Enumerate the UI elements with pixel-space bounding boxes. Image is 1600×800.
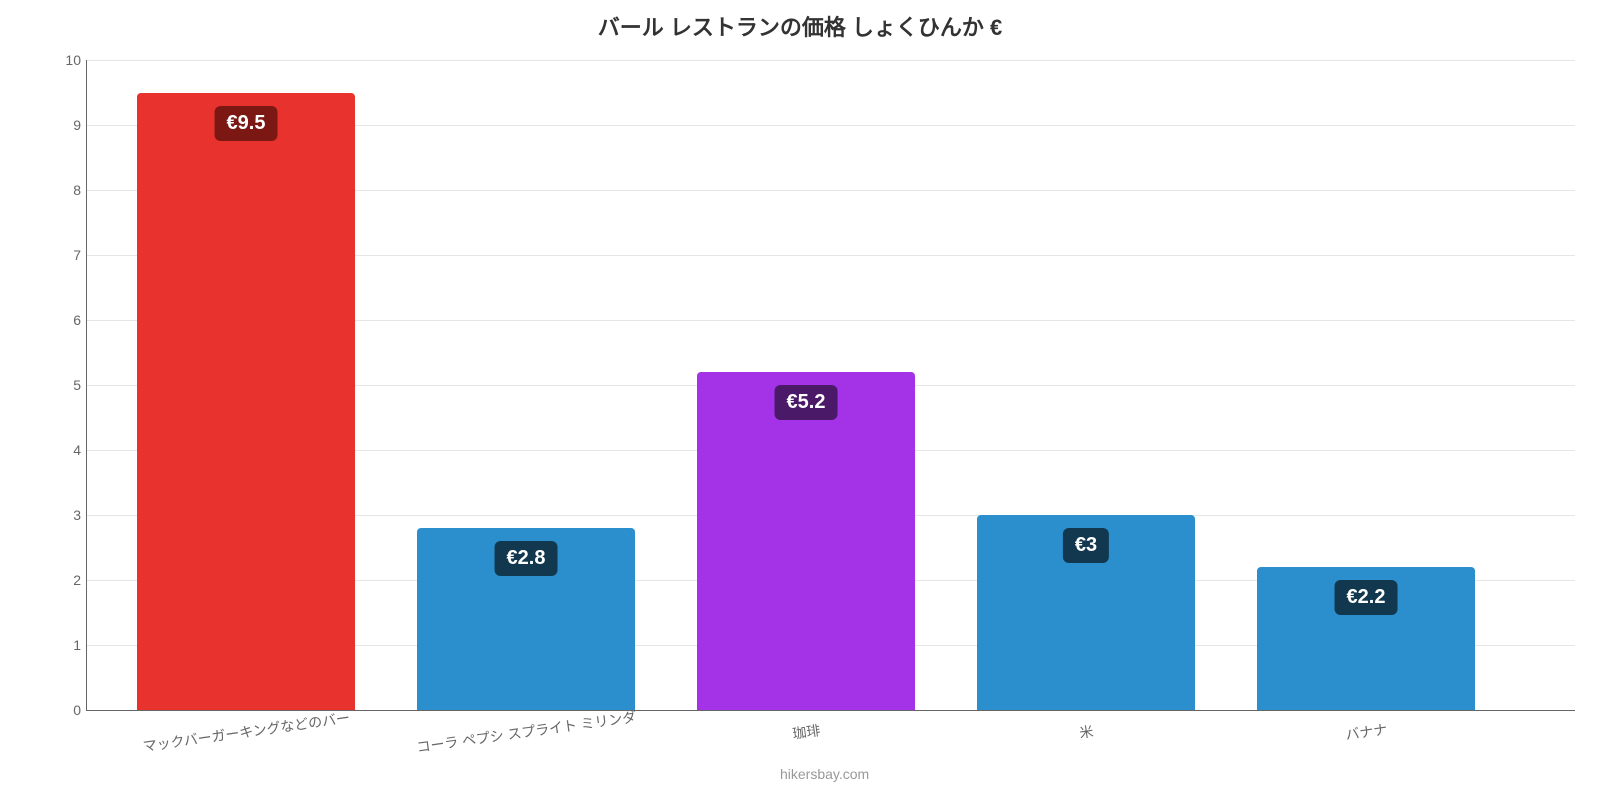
x-tick-label: 米 xyxy=(1078,721,1095,743)
gridline xyxy=(87,60,1575,61)
y-tick-label: 8 xyxy=(47,182,81,198)
y-tick-label: 4 xyxy=(47,442,81,458)
y-tick-label: 1 xyxy=(47,637,81,653)
value-badge: €9.5 xyxy=(215,106,278,141)
bar: €5.2 xyxy=(697,372,915,710)
y-tick-label: 7 xyxy=(47,247,81,263)
x-tick-label: 珈琲 xyxy=(791,720,822,744)
chart-title: バール レストランの価格 しょくひんか € xyxy=(0,10,1600,42)
credit-label: hikersbay.com xyxy=(780,766,869,782)
value-badge: €3 xyxy=(1063,528,1109,563)
x-tick-label: バナナ xyxy=(1344,719,1388,745)
bar: €2.8 xyxy=(417,528,635,710)
value-badge: €2.8 xyxy=(495,541,558,576)
x-tick-label: マックバーガーキングなどのバー xyxy=(142,707,352,756)
plot-area: 012345678910€9.5€2.8€5.2€3€2.2 xyxy=(86,60,1575,711)
y-tick-label: 5 xyxy=(47,377,81,393)
price-bar-chart: バール レストランの価格 しょくひんか € 0 1 2 3 4 5 6 7 8 9 10 €9.5 €2… xyxy=(0,0,1600,800)
x-tick-label: コーラ ペプシ スプライト ミリンダ xyxy=(415,707,637,758)
bar: €2.2 xyxy=(1257,567,1475,710)
y-tick-label: 6 xyxy=(47,312,81,328)
value-badge: €5.2 xyxy=(775,385,838,420)
y-tick-label: 9 xyxy=(47,117,81,133)
bar: €3 xyxy=(977,515,1195,710)
y-tick-label: 2 xyxy=(47,572,81,588)
bar: €9.5 xyxy=(137,93,355,711)
y-tick-label: 10 xyxy=(47,52,81,68)
y-tick-label: 3 xyxy=(47,507,81,523)
y-tick-label: 0 xyxy=(47,702,81,718)
value-badge: €2.2 xyxy=(1335,580,1398,615)
